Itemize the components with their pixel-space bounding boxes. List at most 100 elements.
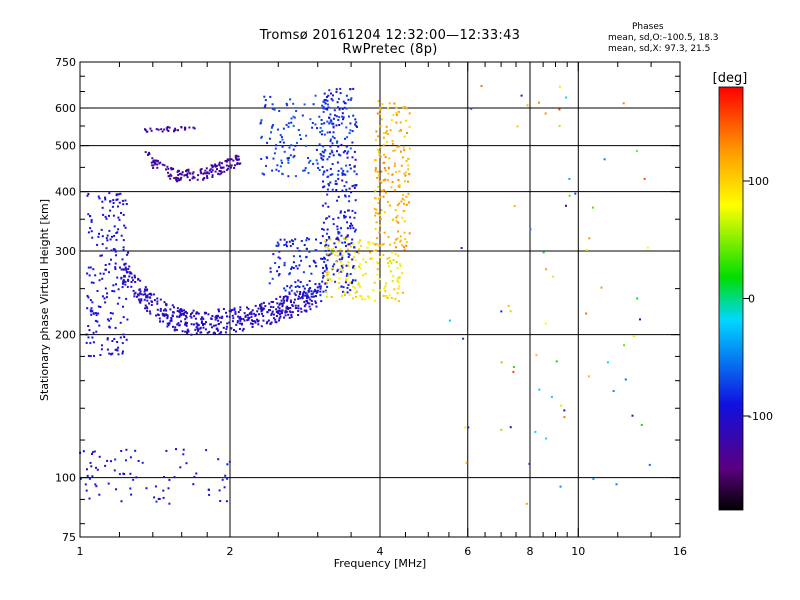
echo-point (342, 286, 345, 289)
echo-point (525, 502, 528, 505)
echo-point (159, 298, 162, 301)
echo-point (345, 188, 348, 191)
echo-point (338, 271, 341, 274)
echo-point (268, 302, 271, 305)
echo-point (178, 310, 181, 313)
echo-point (374, 170, 377, 173)
echo-point (320, 133, 323, 136)
echo-point (270, 313, 273, 316)
echo-point (397, 221, 400, 224)
echo-point (545, 268, 547, 271)
echo-point (395, 216, 398, 219)
echo-point (331, 163, 334, 165)
echo-point (362, 258, 365, 261)
echo-point (209, 323, 212, 326)
echo-point (89, 215, 92, 218)
echo-point (310, 272, 313, 275)
echo-point (269, 305, 272, 308)
echo-point (115, 193, 118, 196)
echo-point (287, 125, 290, 128)
echo-point (295, 265, 298, 268)
echo-point (405, 195, 408, 198)
echo-point (233, 329, 235, 331)
echo-point (304, 292, 307, 295)
echo-point (251, 309, 254, 312)
echo-point (373, 250, 376, 252)
echo-point (119, 336, 122, 339)
echo-point (392, 150, 395, 152)
echo-point (176, 170, 179, 173)
echo-point (87, 296, 90, 299)
echo-point (206, 175, 208, 178)
echo-point (389, 260, 392, 263)
echo-point (373, 207, 376, 210)
echo-point (293, 116, 296, 119)
echo-point (260, 307, 263, 309)
echo-point (87, 193, 90, 195)
echo-point (119, 192, 122, 195)
echo-point (240, 322, 243, 325)
echo-point (304, 167, 307, 170)
echo-point (331, 151, 334, 154)
echo-point (221, 478, 224, 481)
echo-point (327, 205, 330, 208)
echo-point (321, 280, 324, 283)
echo-point (134, 281, 137, 283)
echo-point (366, 246, 369, 249)
echo-point (277, 256, 280, 259)
echo-point (292, 148, 295, 151)
echo-point (284, 314, 287, 317)
echo-point (183, 309, 186, 312)
echo-point (195, 312, 198, 315)
echo-point (98, 197, 101, 200)
echo-point (401, 291, 404, 294)
echo-point (108, 192, 111, 195)
echo-point (115, 488, 118, 491)
echo-point (306, 293, 309, 296)
x-tick-label: 6 (464, 545, 471, 558)
echo-point (120, 268, 123, 271)
echo-point (398, 300, 400, 303)
y-tick-label: 75 (62, 531, 76, 544)
echo-point (271, 169, 274, 172)
echo-point (90, 220, 93, 223)
echo-point (186, 176, 189, 179)
echo-point (622, 102, 625, 105)
echo-point (275, 308, 278, 311)
echo-point (185, 310, 187, 313)
echo-point (337, 119, 340, 121)
echo-point (290, 268, 293, 270)
echo-point (161, 163, 164, 166)
echo-point (292, 102, 295, 105)
echo-point (334, 182, 337, 185)
y-tick-label: 100 (55, 472, 76, 485)
echo-point (263, 173, 266, 176)
echo-point (224, 474, 227, 477)
echo-point (218, 310, 220, 313)
echo-point (341, 172, 344, 174)
echo-point (79, 477, 82, 480)
echo-point (306, 283, 309, 286)
echo-point (391, 280, 394, 282)
echo-point (332, 154, 335, 157)
echo-point (399, 129, 402, 132)
echo-point (246, 319, 249, 322)
echo-point (325, 267, 328, 270)
echo-point (130, 285, 133, 288)
echo-point (99, 254, 102, 257)
echo-point (339, 211, 342, 214)
echo-point (122, 279, 125, 282)
echo-point (309, 298, 312, 301)
echo-point (151, 157, 154, 160)
echo-point (600, 286, 603, 289)
echo-point (347, 150, 350, 153)
echo-point (314, 261, 317, 264)
y-axis-label: Stationary phase Virtual Height [km] (38, 199, 51, 401)
echo-point (108, 352, 111, 355)
echo-point (371, 257, 374, 260)
echo-point (392, 274, 395, 277)
echo-point (328, 278, 331, 281)
echo-point (235, 330, 237, 333)
echo-point (213, 331, 216, 334)
echo-point (357, 282, 360, 285)
